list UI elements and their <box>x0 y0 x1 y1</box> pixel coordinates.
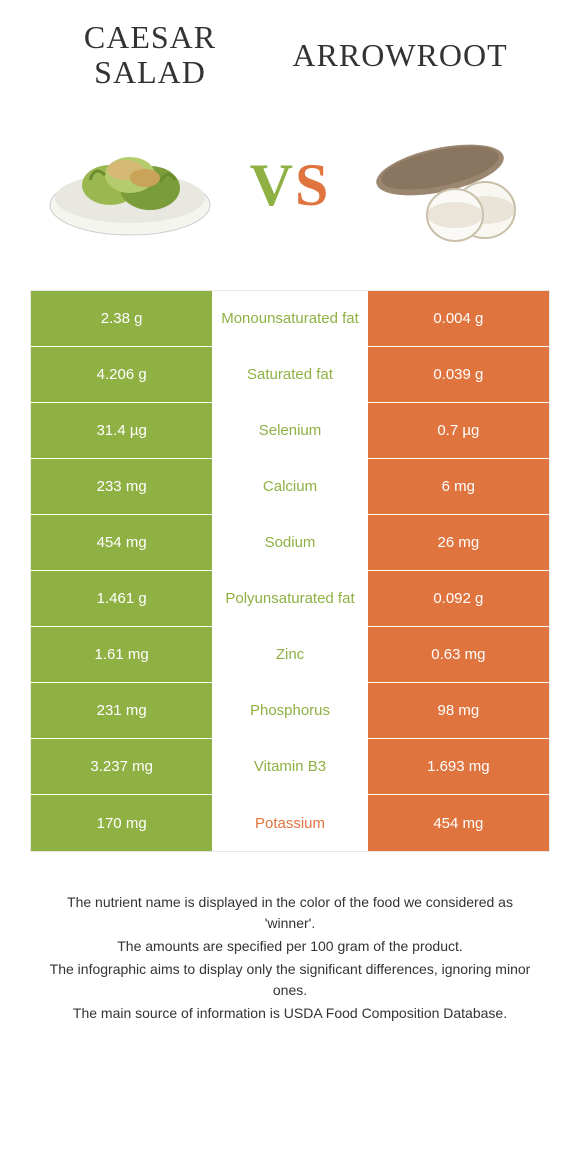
value-right: 1.693 mg <box>368 739 549 794</box>
value-right: 454 mg <box>368 795 549 851</box>
footnote-line: The infographic aims to display only the… <box>40 959 540 1001</box>
value-right: 0.092 g <box>368 571 549 626</box>
arrowroot-icon <box>360 120 540 250</box>
value-right: 98 mg <box>368 683 549 738</box>
table-row: 454 mgSodium26 mg <box>31 515 549 571</box>
nutrient-name: Zinc <box>212 627 367 682</box>
vs-s: S <box>295 152 330 218</box>
value-left: 170 mg <box>31 795 212 851</box>
food-title-right: Arrowroot <box>280 38 520 73</box>
table-row: 4.206 gSaturated fat0.039 g <box>31 347 549 403</box>
nutrient-name: Sodium <box>212 515 367 570</box>
value-right: 6 mg <box>368 459 549 514</box>
food-title-left: Caesar salad <box>60 20 240 90</box>
table-row: 3.237 mgVitamin B31.693 mg <box>31 739 549 795</box>
table-row: 170 mgPotassium454 mg <box>31 795 549 851</box>
value-left: 2.38 g <box>31 291 212 346</box>
footnote-line: The amounts are specified per 100 gram o… <box>40 936 540 957</box>
nutrient-name: Selenium <box>212 403 367 458</box>
table-row: 2.38 gMonounsaturated fat0.004 g <box>31 291 549 347</box>
nutrient-name: Saturated fat <box>212 347 367 402</box>
nutrient-name: Monounsaturated fat <box>212 291 367 346</box>
table-row: 1.61 mgZinc0.63 mg <box>31 627 549 683</box>
footnotes: The nutrient name is displayed in the co… <box>30 892 550 1024</box>
nutrient-name: Phosphorus <box>212 683 367 738</box>
value-left: 31.4 µg <box>31 403 212 458</box>
value-right: 0.004 g <box>368 291 549 346</box>
footnote-line: The main source of information is USDA F… <box>40 1003 540 1024</box>
value-left: 231 mg <box>31 683 212 738</box>
vs-row: VS <box>30 120 550 250</box>
value-right: 0.039 g <box>368 347 549 402</box>
footnote-line: The nutrient name is displayed in the co… <box>40 892 540 934</box>
header: Caesar salad Arrowroot <box>30 20 550 90</box>
table-row: 31.4 µgSelenium0.7 µg <box>31 403 549 459</box>
value-left: 454 mg <box>31 515 212 570</box>
nutrition-table: 2.38 gMonounsaturated fat0.004 g4.206 gS… <box>30 290 550 852</box>
vs-v: V <box>250 152 295 218</box>
value-left: 3.237 mg <box>31 739 212 794</box>
table-row: 231 mgPhosphorus98 mg <box>31 683 549 739</box>
value-left: 233 mg <box>31 459 212 514</box>
value-left: 4.206 g <box>31 347 212 402</box>
nutrient-name: Potassium <box>212 795 367 851</box>
salad-icon <box>40 120 220 250</box>
value-left: 1.61 mg <box>31 627 212 682</box>
value-right: 26 mg <box>368 515 549 570</box>
value-right: 0.63 mg <box>368 627 549 682</box>
table-row: 233 mgCalcium6 mg <box>31 459 549 515</box>
value-left: 1.461 g <box>31 571 212 626</box>
food-image-right <box>360 120 540 250</box>
nutrient-name: Vitamin B3 <box>212 739 367 794</box>
table-row: 1.461 gPolyunsaturated fat0.092 g <box>31 571 549 627</box>
nutrient-name: Polyunsaturated fat <box>212 571 367 626</box>
vs-label: VS <box>250 151 331 220</box>
food-image-left <box>40 120 220 250</box>
nutrient-name: Calcium <box>212 459 367 514</box>
value-right: 0.7 µg <box>368 403 549 458</box>
